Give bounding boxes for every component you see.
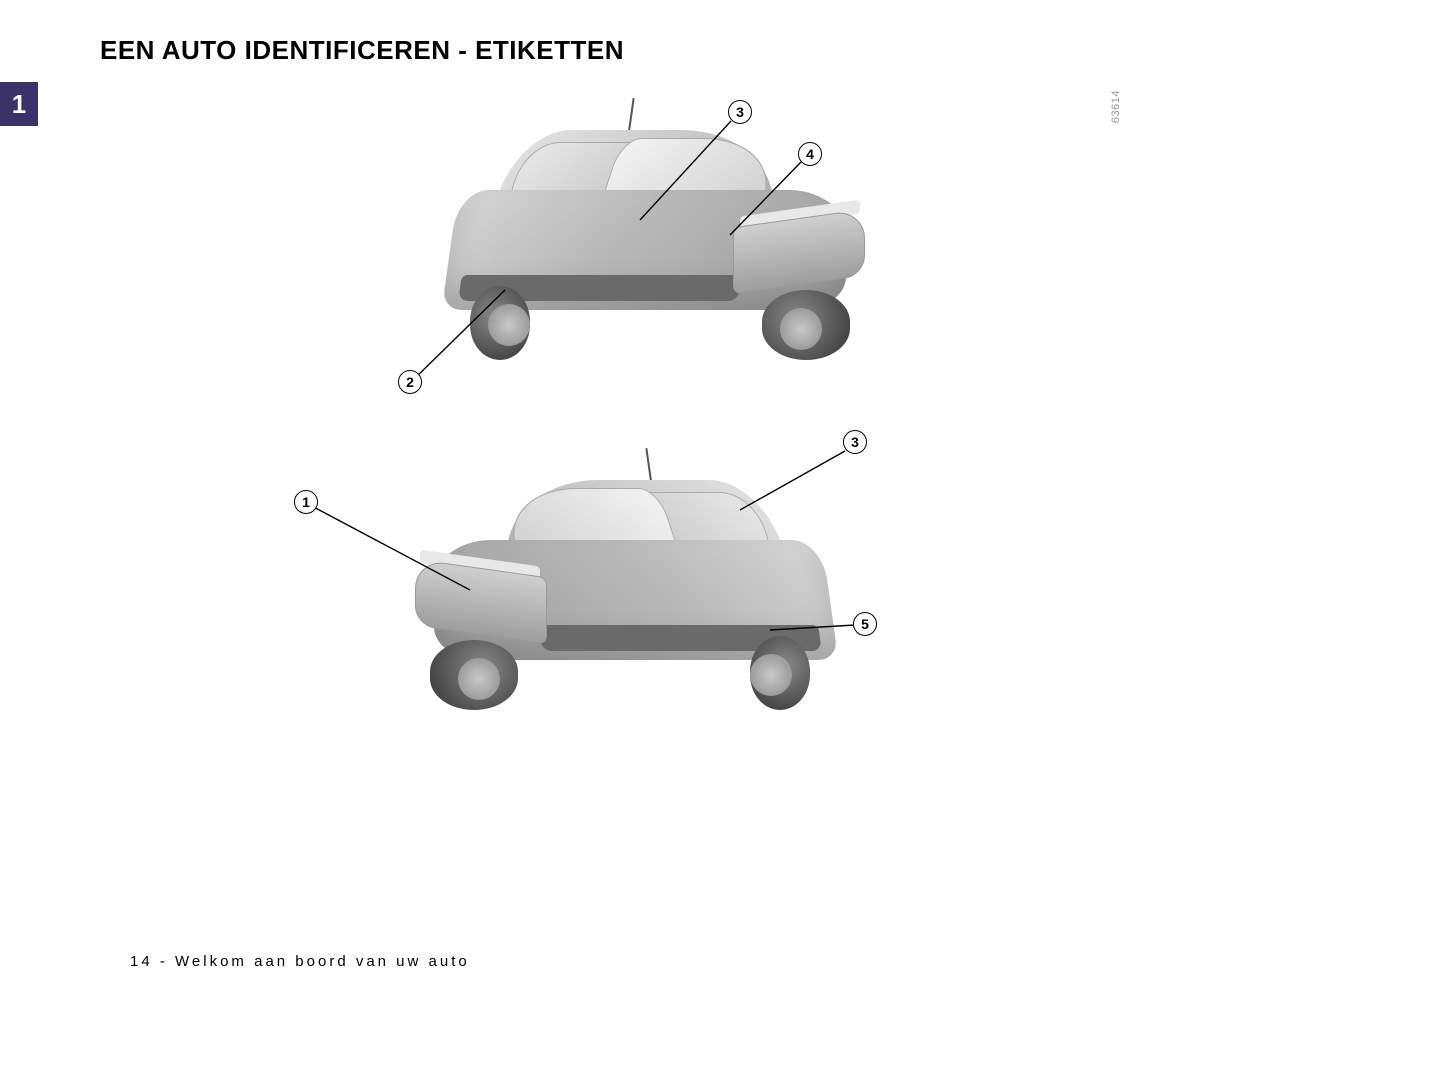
- callout-1: 1: [294, 490, 318, 514]
- vehicle-bottom-view: [390, 430, 870, 700]
- page-number: 14: [130, 953, 153, 970]
- callout-5: 5: [853, 612, 877, 636]
- page-footer: 14 - Welkom aan boord van uw auto: [130, 953, 470, 970]
- section-number-tab: 1: [0, 82, 38, 126]
- figure-reference-number: 63614: [1110, 90, 1122, 123]
- callout-2: 2: [398, 370, 422, 394]
- footer-separator: -: [153, 953, 175, 970]
- page-title: EEN AUTO IDENTIFICEREN - ETIKETTEN: [100, 35, 624, 66]
- footer-section-title: Welkom aan boord van uw auto: [175, 953, 470, 970]
- callout-3-bottom: 3: [843, 430, 867, 454]
- callout-3: 3: [728, 100, 752, 124]
- vehicle-top-view: [410, 80, 890, 350]
- vehicle-identification-diagram: 2 3 4 1 3 5: [280, 90, 1110, 790]
- callout-4: 4: [798, 142, 822, 166]
